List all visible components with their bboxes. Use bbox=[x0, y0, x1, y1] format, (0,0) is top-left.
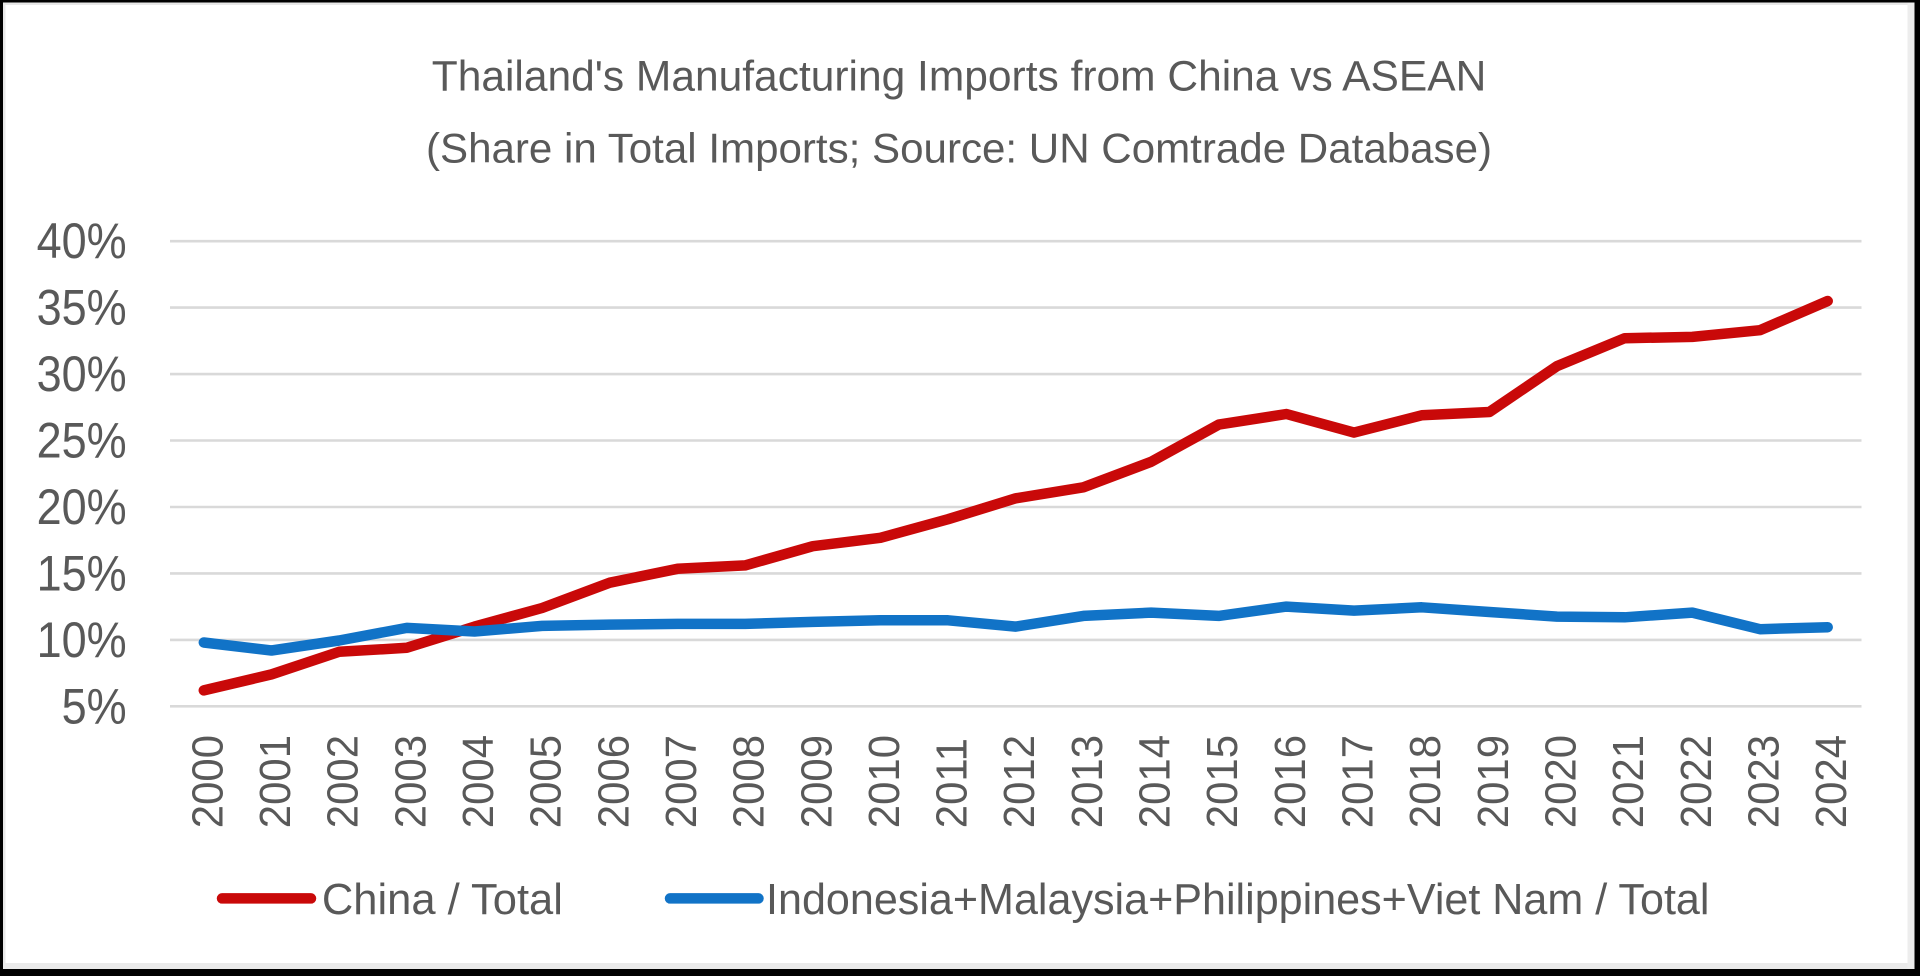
svg-text:2003: 2003 bbox=[387, 735, 436, 828]
svg-text:2001: 2001 bbox=[251, 735, 300, 828]
svg-text:25%: 25% bbox=[37, 413, 127, 469]
svg-text:5%: 5% bbox=[62, 679, 127, 735]
svg-text:2002: 2002 bbox=[319, 735, 368, 828]
svg-text:2016: 2016 bbox=[1266, 735, 1315, 828]
svg-text:2013: 2013 bbox=[1063, 735, 1112, 828]
svg-text:2008: 2008 bbox=[725, 735, 774, 828]
svg-text:2007: 2007 bbox=[657, 735, 706, 828]
svg-text:2009: 2009 bbox=[793, 735, 842, 828]
svg-text:2018: 2018 bbox=[1401, 735, 1450, 828]
svg-text:2021: 2021 bbox=[1604, 735, 1653, 828]
svg-text:China / Total: China / Total bbox=[322, 876, 563, 924]
svg-text:2020: 2020 bbox=[1537, 735, 1586, 828]
svg-text:Thailand's Manufacturing Impor: Thailand's Manufacturing Imports from Ch… bbox=[432, 54, 1487, 101]
svg-text:2004: 2004 bbox=[454, 735, 503, 828]
svg-text:2019: 2019 bbox=[1469, 735, 1518, 828]
svg-text:Indonesia+Malaysia+Philippines: Indonesia+Malaysia+Philippines+Viet Nam … bbox=[766, 876, 1709, 924]
svg-text:2012: 2012 bbox=[995, 735, 1044, 828]
svg-text:2022: 2022 bbox=[1672, 735, 1721, 828]
svg-text:2014: 2014 bbox=[1131, 735, 1180, 828]
svg-text:15%: 15% bbox=[37, 546, 127, 602]
svg-text:2011: 2011 bbox=[928, 738, 977, 828]
svg-text:30%: 30% bbox=[37, 347, 127, 403]
svg-text:2006: 2006 bbox=[590, 735, 639, 828]
svg-text:20%: 20% bbox=[37, 480, 127, 536]
svg-text:2005: 2005 bbox=[522, 735, 571, 828]
svg-text:35%: 35% bbox=[37, 280, 127, 336]
svg-text:2015: 2015 bbox=[1198, 735, 1247, 828]
svg-text:2010: 2010 bbox=[860, 735, 909, 828]
svg-text:(Share in Total Imports; Sourc: (Share in Total Imports; Source: UN Comt… bbox=[426, 125, 1492, 172]
svg-text:2023: 2023 bbox=[1740, 735, 1789, 828]
svg-text:2000: 2000 bbox=[184, 735, 233, 828]
svg-text:2024: 2024 bbox=[1807, 735, 1856, 828]
svg-text:2017: 2017 bbox=[1334, 735, 1383, 828]
svg-text:10%: 10% bbox=[37, 613, 127, 669]
svg-text:40%: 40% bbox=[37, 214, 127, 270]
